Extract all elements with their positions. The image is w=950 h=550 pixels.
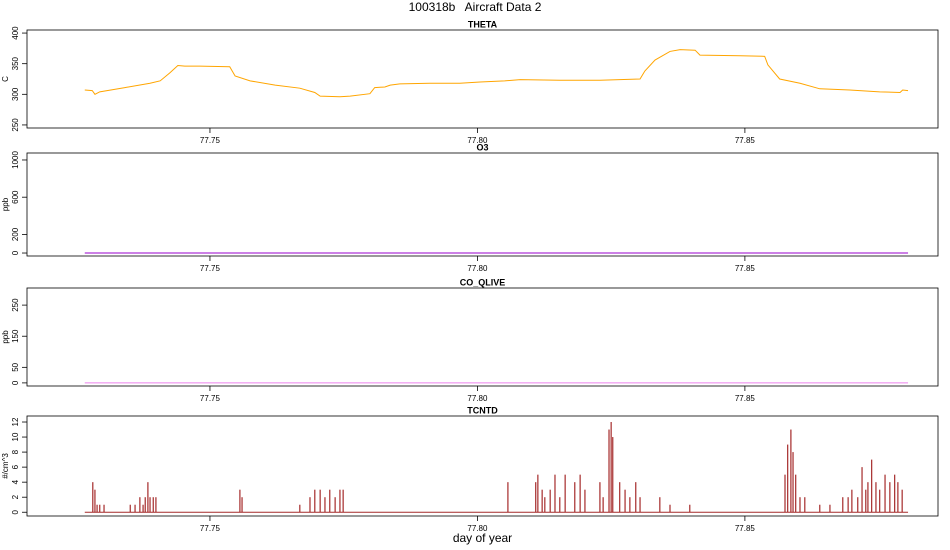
y-axis-label: #/cm^3 — [1, 453, 10, 479]
panel-title: TCNTD — [467, 405, 498, 415]
x-axis-label: day of year — [453, 531, 512, 545]
y-tick-label: 12 — [11, 417, 20, 426]
y-tick-label: 150 — [11, 329, 20, 343]
x-tick-label: 77.80 — [467, 394, 488, 403]
x-tick-label: 77.80 — [467, 136, 488, 145]
y-tick-label: 4 — [11, 479, 20, 484]
x-tick-label: 77.85 — [735, 264, 756, 273]
chart-title: 100318b Aircraft Data 2 — [409, 0, 542, 14]
y-axis-label: C — [1, 76, 10, 82]
y-tick-label: 2 — [11, 494, 20, 499]
y-tick-label: 0 — [11, 380, 20, 385]
y-axis-label: ppb — [1, 197, 10, 211]
x-tick-label: 77.85 — [735, 524, 756, 533]
y-tick-label: 250 — [11, 298, 20, 312]
y-tick-label: 50 — [11, 362, 20, 371]
y-tick-label: 400 — [11, 26, 20, 40]
x-tick-label: 77.80 — [467, 524, 488, 533]
y-tick-label: 10 — [11, 432, 20, 441]
y-tick-label: 300 — [11, 87, 20, 101]
panel-title: THETA — [468, 19, 498, 29]
y-axis-label: ppb — [1, 330, 10, 344]
y-tick-label: 250 — [11, 118, 20, 132]
data-line — [84, 49, 909, 98]
plot-frame — [26, 29, 939, 129]
y-tick-label: 1000 — [11, 151, 20, 169]
x-tick-label: 77.75 — [200, 394, 221, 403]
y-tick-label: 600 — [11, 190, 20, 204]
x-tick-label: 77.85 — [735, 136, 756, 145]
plot-frame — [26, 287, 939, 387]
panel-title: CO_QLIVE — [460, 277, 506, 287]
panel-title: O3 — [476, 142, 488, 152]
y-tick-label: 6 — [11, 464, 20, 469]
x-tick-label: 77.75 — [200, 136, 221, 145]
plot-frame — [26, 415, 939, 517]
y-tick-label: 0 — [11, 509, 20, 514]
y-tick-label: 200 — [11, 227, 20, 241]
plot-frame — [26, 152, 939, 257]
y-tick-label: 0 — [11, 250, 20, 255]
y-tick-label: 8 — [11, 449, 20, 454]
x-tick-label: 77.85 — [735, 394, 756, 403]
x-tick-label: 77.75 — [200, 524, 221, 533]
y-tick-label: 350 — [11, 56, 20, 70]
x-tick-label: 77.80 — [467, 264, 488, 273]
x-tick-label: 77.75 — [200, 264, 221, 273]
